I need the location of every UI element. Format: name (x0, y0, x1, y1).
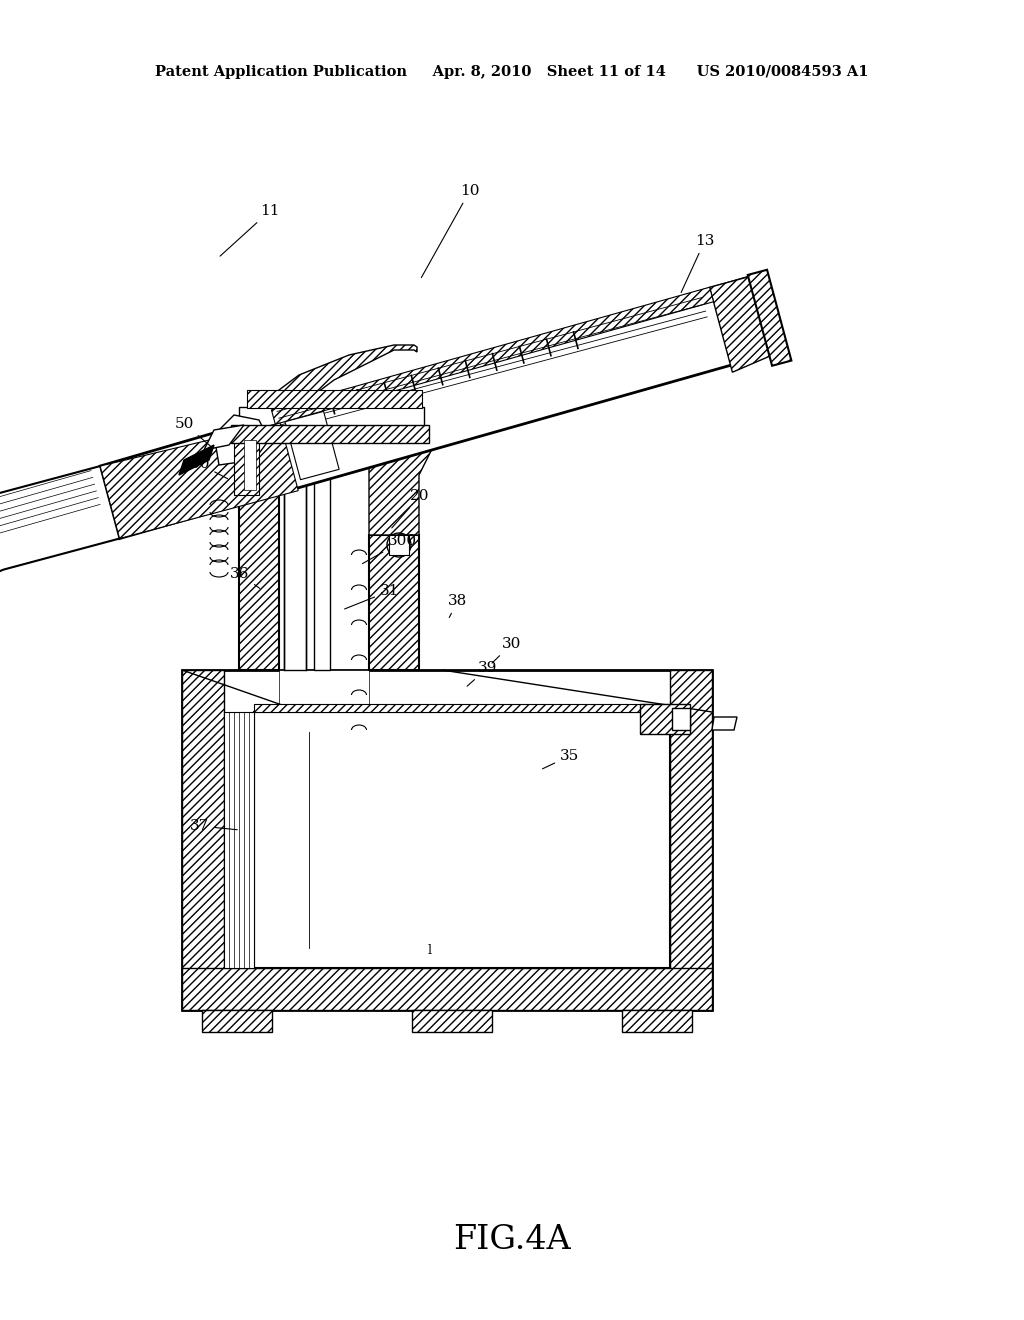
Polygon shape (748, 269, 792, 366)
Polygon shape (239, 455, 279, 671)
Text: 20: 20 (392, 488, 429, 528)
Text: 10: 10 (421, 183, 479, 277)
Polygon shape (442, 671, 712, 711)
Bar (224, 711, 670, 968)
Bar (239, 407, 424, 426)
Text: 38: 38 (449, 594, 467, 618)
Bar (622, 1010, 692, 1032)
Text: 300: 300 (362, 535, 417, 564)
Text: 50: 50 (175, 417, 213, 449)
Bar (254, 711, 670, 968)
Bar (254, 704, 670, 711)
Polygon shape (100, 422, 298, 539)
Polygon shape (182, 671, 224, 1010)
Polygon shape (271, 288, 714, 424)
Text: 13: 13 (681, 234, 715, 293)
Bar (672, 708, 690, 730)
Polygon shape (179, 445, 214, 475)
Bar (412, 1010, 492, 1032)
Bar (247, 389, 422, 408)
Text: 37: 37 (190, 818, 238, 833)
Text: Patent Application Publication     Apr. 8, 2010   Sheet 11 of 14      US 2010/00: Patent Application Publication Apr. 8, 2… (156, 65, 868, 79)
Text: 35: 35 (543, 748, 580, 768)
Polygon shape (712, 717, 737, 730)
Bar (231, 425, 429, 444)
Bar (234, 436, 259, 495)
Bar (182, 671, 712, 1010)
Polygon shape (369, 535, 419, 671)
Polygon shape (100, 273, 783, 539)
Text: 39: 39 (467, 661, 498, 686)
Polygon shape (239, 345, 417, 455)
Polygon shape (710, 273, 783, 372)
Text: 60: 60 (190, 457, 227, 479)
Polygon shape (182, 671, 302, 711)
Bar (202, 1010, 272, 1032)
Bar (284, 455, 306, 671)
Polygon shape (204, 425, 244, 450)
Text: 11: 11 (220, 205, 280, 256)
Bar (279, 671, 369, 884)
Bar (389, 535, 409, 554)
Bar (244, 440, 256, 490)
Polygon shape (182, 968, 712, 1010)
Bar (640, 704, 690, 734)
Text: 30: 30 (492, 638, 521, 663)
Polygon shape (0, 466, 120, 601)
Bar (224, 711, 254, 968)
Polygon shape (285, 412, 339, 479)
Text: l: l (428, 944, 432, 957)
Polygon shape (214, 414, 269, 465)
Bar (314, 414, 330, 671)
Text: FIG.4A: FIG.4A (454, 1224, 570, 1257)
Text: 31: 31 (345, 583, 399, 609)
Text: 36: 36 (230, 568, 260, 589)
Polygon shape (369, 400, 459, 535)
Polygon shape (670, 671, 712, 1010)
